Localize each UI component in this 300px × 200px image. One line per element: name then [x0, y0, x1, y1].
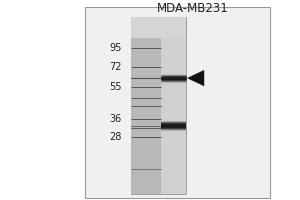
- Text: MDA-MB231: MDA-MB231: [157, 2, 229, 15]
- Text: 55: 55: [109, 82, 122, 92]
- Bar: [130, 17, 186, 194]
- Polygon shape: [188, 70, 204, 86]
- Bar: [130, 17, 186, 38]
- Text: 28: 28: [109, 132, 122, 142]
- Text: 72: 72: [109, 62, 122, 72]
- Bar: [85, 7, 270, 198]
- Bar: [130, 17, 160, 194]
- Text: 95: 95: [109, 43, 122, 53]
- Bar: [160, 17, 186, 194]
- Text: 36: 36: [109, 114, 122, 124]
